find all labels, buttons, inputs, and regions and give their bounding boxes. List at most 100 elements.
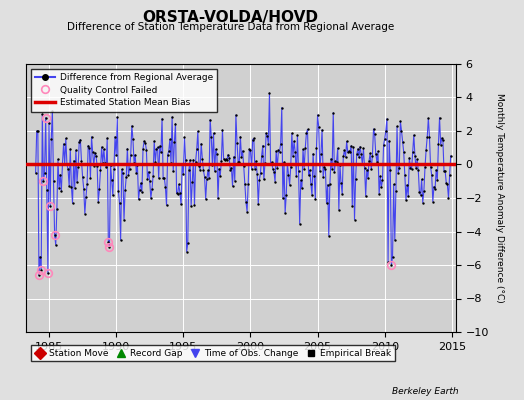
Point — [231, 178, 239, 184]
Point — [412, 165, 420, 172]
Point — [64, 166, 72, 172]
Point — [351, 216, 359, 223]
Point — [174, 181, 183, 188]
Point — [339, 153, 347, 160]
Point — [380, 136, 389, 142]
Point — [274, 147, 282, 154]
Point — [208, 162, 216, 168]
Point — [340, 147, 348, 154]
Point — [209, 130, 217, 136]
Point — [180, 134, 189, 140]
Point — [198, 155, 206, 162]
Point — [429, 198, 437, 205]
Point — [55, 184, 63, 191]
Point — [280, 159, 288, 166]
Point — [184, 167, 193, 173]
Point — [149, 173, 157, 179]
Point — [314, 124, 323, 130]
Point — [418, 176, 426, 182]
Point — [165, 148, 173, 154]
Point — [199, 167, 208, 174]
Point — [152, 146, 161, 152]
Point — [76, 136, 84, 143]
Point — [233, 139, 241, 146]
Point — [206, 116, 214, 123]
Point — [433, 177, 442, 184]
Point — [119, 170, 127, 176]
Point — [160, 174, 169, 181]
Point — [247, 166, 256, 172]
Point — [392, 188, 400, 194]
Point — [132, 170, 140, 176]
Point — [365, 158, 373, 164]
Legend: Difference from Regional Average, Quality Control Failed, Estimated Station Mean: Difference from Regional Average, Qualit… — [31, 68, 217, 112]
Point — [203, 176, 211, 182]
Point — [344, 149, 352, 156]
Point — [154, 144, 162, 150]
Point — [270, 168, 278, 175]
Point — [48, 108, 57, 114]
Point — [423, 134, 431, 140]
Point — [194, 128, 202, 135]
Point — [253, 171, 261, 177]
Point — [101, 160, 109, 166]
Point — [71, 184, 79, 191]
Point — [261, 160, 269, 166]
Point — [169, 168, 178, 174]
Point — [156, 143, 164, 149]
Point — [207, 134, 215, 140]
Point — [445, 172, 454, 178]
Point — [249, 135, 258, 142]
Point — [422, 147, 430, 153]
Point — [271, 178, 279, 185]
Point — [176, 190, 184, 196]
Point — [364, 175, 372, 181]
Point — [38, 111, 47, 118]
Point — [215, 165, 223, 172]
Point — [430, 184, 438, 190]
Point — [51, 242, 60, 248]
Point — [286, 182, 294, 188]
Point — [373, 159, 381, 165]
Point — [214, 195, 222, 202]
Point — [329, 110, 337, 116]
Point — [124, 171, 133, 178]
Point — [407, 166, 416, 172]
Point — [366, 150, 374, 157]
Point — [248, 136, 257, 143]
Point — [86, 175, 95, 182]
Point — [394, 169, 402, 176]
Point — [148, 186, 156, 192]
Point — [138, 189, 146, 195]
Point — [196, 166, 204, 173]
Point — [66, 146, 74, 152]
Point — [381, 128, 390, 134]
Point — [291, 149, 299, 156]
Point — [282, 192, 290, 198]
Point — [32, 128, 41, 134]
Point — [106, 162, 115, 168]
Point — [159, 175, 167, 182]
Point — [200, 174, 209, 180]
Point — [358, 161, 366, 167]
Point — [173, 190, 182, 197]
Point — [166, 136, 174, 143]
Point — [402, 196, 410, 203]
Point — [266, 161, 275, 168]
Point — [95, 186, 104, 192]
Point — [222, 156, 230, 162]
Point — [363, 166, 371, 173]
Point — [116, 237, 125, 243]
Point — [73, 179, 81, 185]
Point — [292, 173, 300, 179]
Point — [406, 164, 414, 171]
Point — [315, 168, 324, 174]
Point — [234, 158, 242, 165]
Point — [401, 172, 409, 178]
Point — [413, 156, 421, 163]
Point — [250, 166, 259, 173]
Point — [341, 154, 350, 160]
Point — [147, 195, 155, 201]
Point — [43, 270, 52, 276]
Point — [34, 128, 42, 134]
